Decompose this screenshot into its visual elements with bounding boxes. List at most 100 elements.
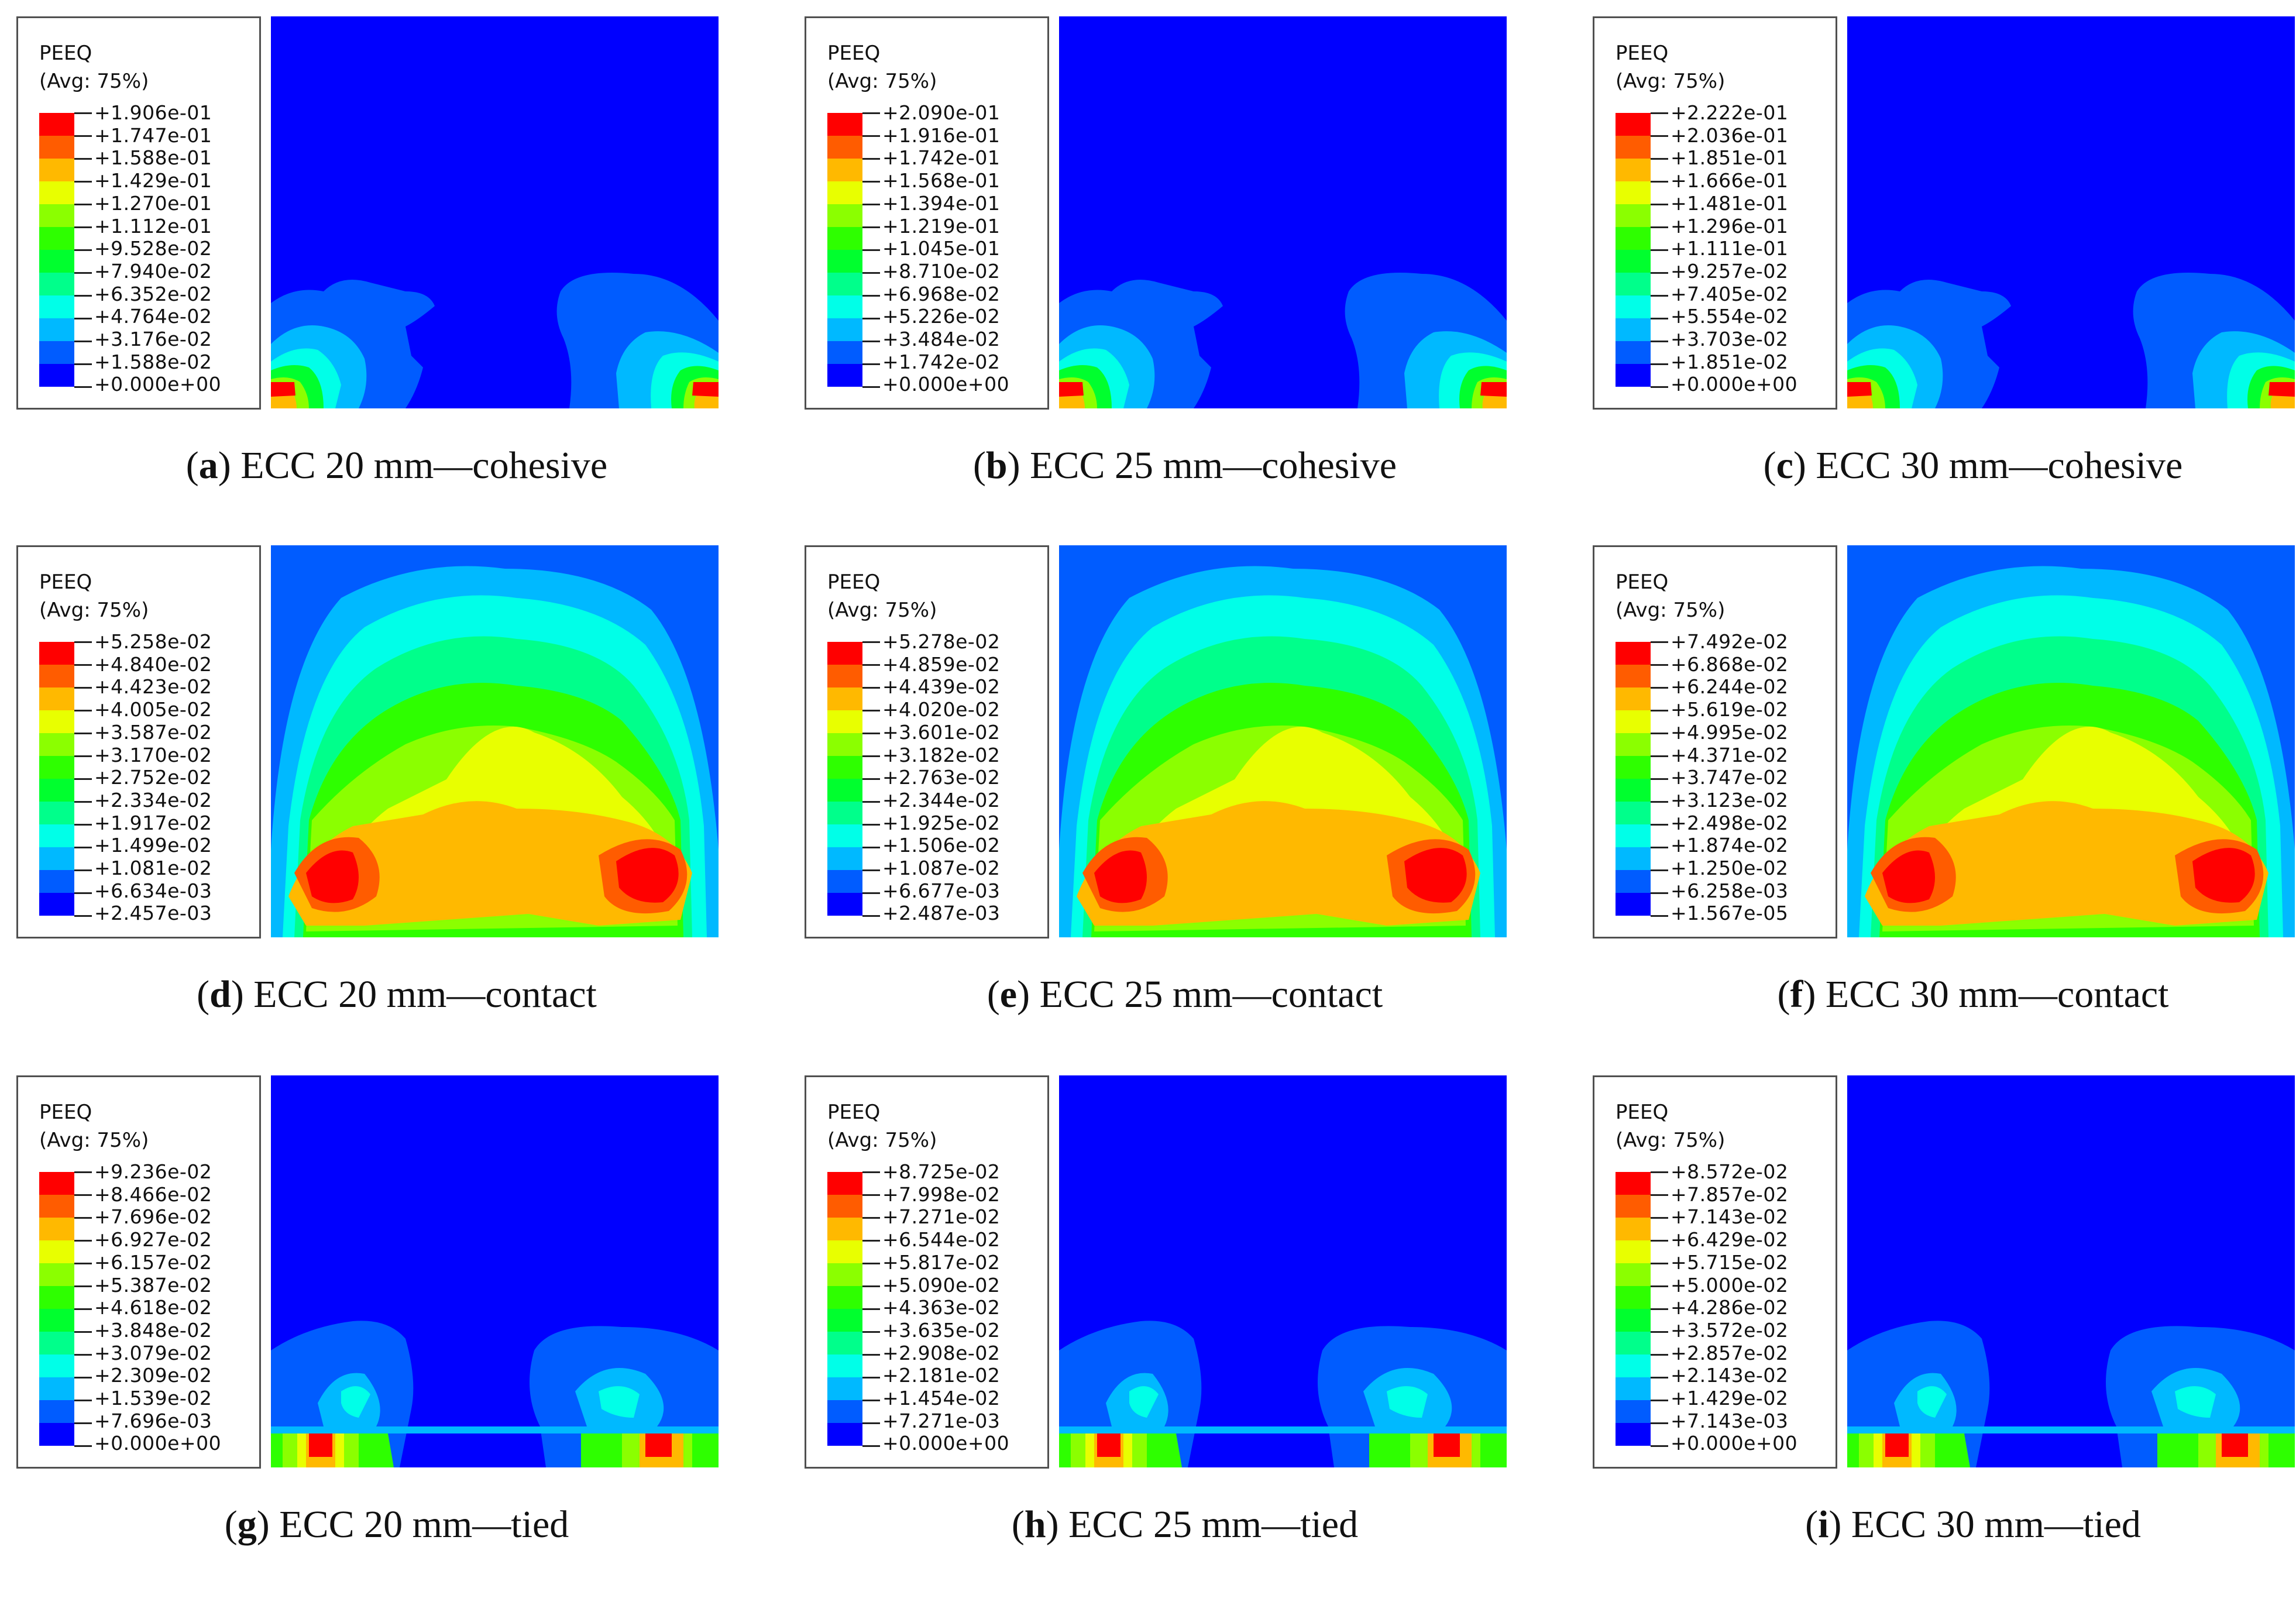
legend-tick (74, 204, 92, 205)
legend-color-swatch (1616, 1423, 1651, 1446)
panel-caption: (f) ECC 30 mm—contact (1777, 973, 2169, 1016)
legend-value: +0.000e+00 (94, 373, 222, 396)
legend-tick (1651, 1194, 1668, 1196)
legend-color-swatch (827, 1195, 862, 1218)
legend-tick (74, 1422, 92, 1424)
legend-value: +5.554e-02 (1671, 305, 1789, 328)
legend-tick (74, 824, 92, 826)
contour-field (1847, 545, 2295, 937)
legend-color-swatch (39, 1377, 74, 1400)
legend-averaging: (Avg: 75%) (1616, 599, 1726, 622)
legend-value: +3.123e-02 (1671, 788, 1789, 812)
legend-color-swatch (827, 227, 862, 250)
legend-value: +3.703e-02 (1671, 328, 1789, 350)
legend-value: +7.271e-02 (882, 1205, 1001, 1229)
legend-value: +1.666e-01 (1671, 169, 1789, 192)
legend-value: +4.995e-02 (1671, 720, 1789, 744)
legend-tick (1651, 112, 1668, 114)
legend-value: +3.848e-02 (94, 1318, 212, 1342)
legend-tick (862, 710, 880, 711)
legend-color-swatch (827, 1263, 862, 1286)
legend-color-swatch (1616, 893, 1651, 916)
contour-plot (1847, 1075, 2295, 1467)
legend-color-swatch (1616, 642, 1651, 665)
legend-color-swatch (1616, 318, 1651, 341)
legend-color-swatch (827, 1286, 862, 1309)
legend-value: +1.747e-01 (94, 123, 212, 147)
legend-value: +2.181e-02 (882, 1364, 1001, 1387)
panel-letter: g (237, 1503, 257, 1546)
legend-tick (1651, 1308, 1668, 1310)
contour-plot (1847, 545, 2295, 937)
legend-color-swatch (39, 1400, 74, 1423)
legend-tick (74, 226, 92, 228)
legend-tick (1651, 158, 1668, 160)
legend-value: +3.176e-02 (94, 328, 212, 350)
legend-tick (74, 181, 92, 183)
legend-color-bar (39, 113, 74, 387)
legend-color-swatch (39, 1172, 74, 1195)
legend-value: +2.457e-03 (94, 902, 212, 925)
figure-panel-g: PEEQ (Avg: 75%) +9.236e-02 +8.466e-02 +7.696… (16, 1075, 777, 1602)
legend-value: +1.270e-01 (94, 191, 212, 215)
legend-variable: PEEQ (827, 1101, 881, 1124)
legend-value: +5.387e-02 (94, 1273, 212, 1297)
legend-value: +1.506e-02 (882, 834, 1001, 857)
legend-value: +3.079e-02 (94, 1341, 212, 1364)
legend: PEEQ (Avg: 75%) +2.090e-01 +1.916e-01 +1.742… (805, 16, 1049, 410)
legend-value: +2.908e-02 (882, 1341, 1001, 1364)
legend-tick (1651, 755, 1668, 757)
legend-variable: PEEQ (827, 570, 881, 594)
legend-value: +4.764e-02 (94, 305, 212, 328)
legend-tick (862, 664, 880, 666)
legend-color-swatch (1616, 665, 1651, 687)
legend-color-swatch (827, 847, 862, 870)
legend-value: +2.857e-02 (1671, 1341, 1789, 1364)
legend-value: +4.618e-02 (94, 1296, 212, 1319)
panel-caption: (e) ECC 25 mm—contact (987, 973, 1383, 1016)
legend-color-swatch (1616, 1172, 1651, 1195)
legend-tick (74, 1445, 92, 1447)
legend-color-bar (1616, 642, 1651, 916)
legend-color-swatch (1616, 824, 1651, 847)
legend-tick (1651, 249, 1668, 251)
legend-color-swatch (1616, 1332, 1651, 1355)
legend-value: +2.344e-02 (882, 788, 1001, 812)
legend-averaging: (Avg: 75%) (1616, 1129, 1726, 1152)
legend-color-swatch (1616, 181, 1651, 204)
legend-value: +1.588e-01 (94, 146, 212, 170)
legend-color-swatch (39, 136, 74, 159)
legend-tick (1651, 733, 1668, 734)
legend-tick (862, 135, 880, 137)
legend-value: +7.696e-03 (94, 1409, 212, 1432)
legend-value: +1.429e-02 (1671, 1387, 1789, 1410)
panel-caption: (h) ECC 25 mm—tied (1011, 1503, 1359, 1546)
legend-color-swatch (827, 159, 862, 181)
legend-color-swatch (39, 710, 74, 733)
legend-color-swatch (39, 1355, 74, 1377)
legend-tick (74, 755, 92, 757)
legend-color-swatch (1616, 687, 1651, 710)
legend-value: +6.258e-03 (1671, 879, 1789, 902)
contour-plot (271, 16, 719, 408)
legend-color-swatch (1616, 710, 1651, 733)
legend-color-swatch (827, 642, 862, 665)
legend-tick (1651, 295, 1668, 297)
legend-color-swatch (39, 847, 74, 870)
legend-color-swatch (39, 1309, 74, 1332)
figure-panel-c: PEEQ (Avg: 75%) +2.222e-01 +2.036e-01 +1.851… (1593, 16, 2296, 543)
panel-caption-text: ECC 25 mm—cohesive (1030, 444, 1397, 487)
contour-field (1847, 16, 2295, 408)
panel-letter: f (1790, 973, 1803, 1016)
legend-color-swatch (39, 1332, 74, 1355)
legend-tick (1651, 1171, 1668, 1173)
legend-tick (74, 272, 92, 274)
legend-tick (1651, 847, 1668, 848)
legend-color-swatch (827, 295, 862, 318)
legend-color-swatch (827, 779, 862, 802)
legend-tick (74, 687, 92, 689)
legend-color-swatch (827, 1240, 862, 1263)
legend-value: +4.286e-02 (1671, 1296, 1789, 1319)
legend-tick (862, 1422, 880, 1424)
panel-letter: c (1776, 444, 1793, 487)
